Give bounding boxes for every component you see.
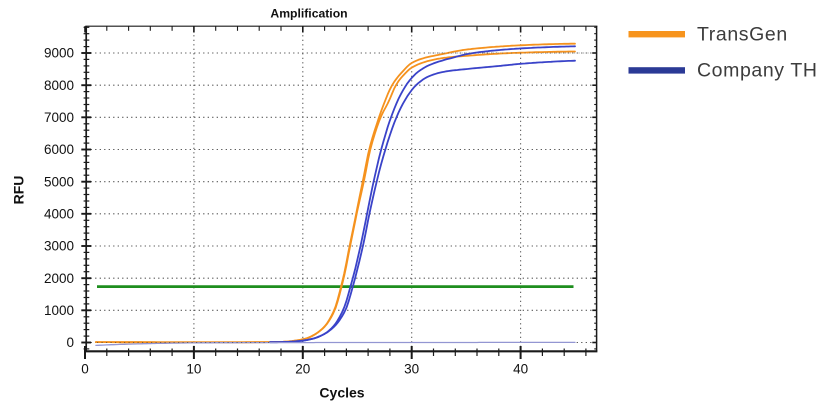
svg-text:1000: 1000: [44, 303, 74, 318]
svg-text:5000: 5000: [44, 174, 74, 189]
svg-text:0: 0: [66, 335, 74, 350]
svg-text:0: 0: [81, 362, 89, 377]
svg-text:TransGen: TransGen: [697, 24, 788, 46]
svg-text:20: 20: [295, 362, 310, 377]
svg-text:2000: 2000: [44, 271, 74, 286]
svg-text:7000: 7000: [44, 110, 74, 125]
svg-text:10: 10: [186, 362, 201, 377]
svg-text:4000: 4000: [44, 207, 74, 222]
svg-text:30: 30: [404, 362, 419, 377]
svg-text:RFU: RFU: [11, 176, 27, 205]
svg-text:8000: 8000: [44, 78, 74, 93]
svg-text:Cycles: Cycles: [319, 385, 364, 401]
svg-text:Amplification: Amplification: [270, 7, 347, 21]
svg-text:6000: 6000: [44, 142, 74, 157]
svg-text:3000: 3000: [44, 239, 74, 254]
svg-text:Company TH: Company TH: [697, 60, 818, 82]
svg-text:9000: 9000: [44, 46, 74, 61]
svg-text:40: 40: [513, 362, 528, 377]
